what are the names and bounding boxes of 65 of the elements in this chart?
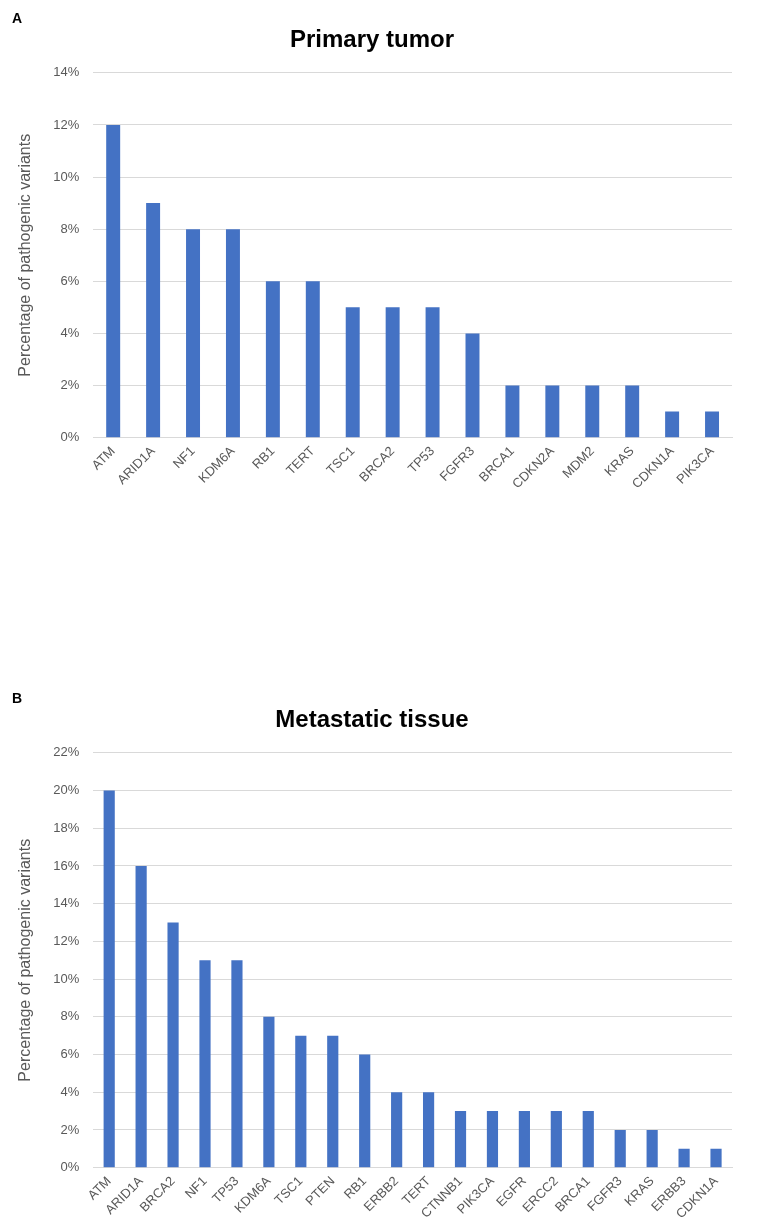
bar: [422, 1092, 435, 1168]
bar: [103, 790, 115, 1168]
bar: [678, 1148, 690, 1168]
bar: [705, 411, 720, 438]
bar: [186, 229, 201, 438]
bar: [135, 865, 147, 1168]
y-tick-label: 4%: [60, 325, 80, 341]
y-tick-label: 0%: [60, 429, 80, 445]
bar: [486, 1111, 499, 1168]
bar: [582, 1111, 594, 1168]
y-tick-label: 4%: [60, 1083, 80, 1099]
bar: [263, 1016, 275, 1168]
y-tick-label: 8%: [60, 220, 80, 236]
bar: [167, 922, 179, 1168]
bar: [646, 1129, 658, 1168]
text: B: [12, 689, 23, 706]
bar: [345, 307, 360, 438]
y-tick-label: 22%: [53, 744, 80, 760]
bar: [359, 1054, 371, 1168]
bar: [225, 229, 240, 438]
bar: [385, 307, 400, 438]
bar: [518, 1111, 530, 1168]
y-tick-label: 16%: [53, 857, 80, 873]
bar: [614, 1129, 626, 1168]
bar: [391, 1092, 403, 1168]
y-tick-label: 6%: [60, 1046, 80, 1062]
chart-title: Primary tumor: [289, 25, 455, 53]
bar: [295, 1035, 307, 1168]
y-tick-label: 10%: [53, 970, 80, 986]
bar: [146, 203, 161, 438]
bar: [305, 281, 320, 438]
bar: [231, 960, 243, 1168]
y-axis-title: Percentage of pathogenic variants: [16, 838, 34, 1082]
y-tick-label: 18%: [53, 819, 80, 835]
bar: [425, 307, 440, 438]
x-tick-label: NF1: [181, 1173, 210, 1202]
y-tick-label: 6%: [60, 272, 80, 288]
y-axis-title: Percentage of pathogenic variants: [16, 133, 34, 377]
y-tick-label: 10%: [53, 168, 80, 184]
y-tick-label: 8%: [60, 1008, 80, 1024]
y-tick-label: 20%: [53, 782, 80, 798]
bar: [454, 1111, 467, 1168]
x-tick-label: NF1: [169, 443, 198, 472]
y-tick-label: 14%: [53, 64, 80, 80]
bar: [585, 385, 600, 438]
bar: [665, 411, 680, 438]
y-tick-label: 2%: [60, 1121, 80, 1137]
bar: [106, 124, 121, 438]
bar: [710, 1148, 722, 1168]
bar: [465, 333, 480, 438]
bar: [550, 1111, 562, 1168]
y-tick-label: 14%: [53, 895, 80, 911]
x-tick-label: RB1: [249, 443, 278, 472]
bar: [625, 385, 640, 438]
bar: [199, 960, 211, 1168]
bar: [545, 385, 560, 438]
bar: [327, 1035, 339, 1168]
text: A: [12, 9, 23, 26]
bar: [265, 281, 280, 438]
y-tick-label: 12%: [53, 932, 80, 948]
y-tick-label: 0%: [60, 1159, 80, 1175]
bar: [505, 385, 520, 438]
chart-title: Metastatic tissue: [275, 705, 469, 733]
y-tick-label: 2%: [60, 377, 80, 393]
y-tick-label: 12%: [53, 116, 80, 132]
